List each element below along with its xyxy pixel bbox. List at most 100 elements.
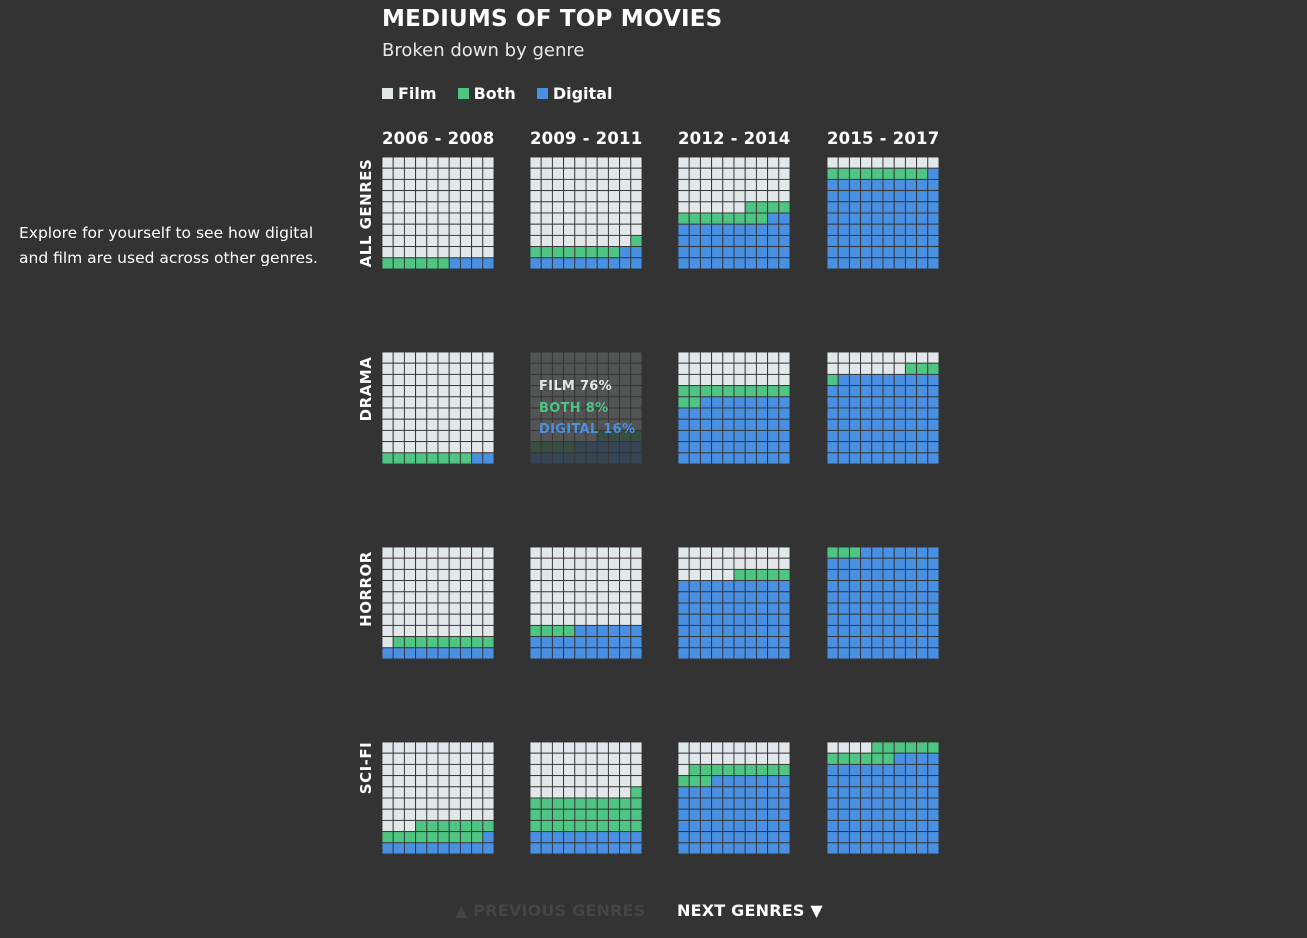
- waffle-cell-film: [619, 763, 632, 777]
- waffle-drama-2006-2008[interactable]: [382, 352, 494, 464]
- waffle-cell-film: [471, 547, 484, 559]
- waffle-cell-film: [563, 786, 576, 799]
- waffle-all-genres-2015-2017[interactable]: [827, 157, 939, 269]
- waffle-cell-film: [382, 547, 394, 559]
- waffle-cell-film: [437, 786, 450, 799]
- waffle-cell-film: [778, 742, 790, 754]
- waffle-cell-film: [711, 742, 724, 754]
- waffle-cell-both: [744, 201, 757, 214]
- waffle-cell-film: [482, 752, 494, 765]
- waffle-cell-digital: [882, 257, 895, 269]
- waffle-cell-film: [678, 373, 690, 387]
- waffle-cell-digital: [882, 547, 895, 559]
- waffle-cell-film: [392, 591, 405, 604]
- waffle-cell-film: [403, 775, 417, 788]
- waffle-cell-film: [699, 373, 713, 387]
- waffle-all-genres-2009-2011[interactable]: [530, 157, 642, 269]
- waffle-sci-fi-2015-2017[interactable]: [827, 742, 939, 854]
- waffle-cell-both: [530, 246, 542, 259]
- waffle-cell-digital: [733, 602, 746, 615]
- waffle-cell-digital: [860, 786, 873, 799]
- waffle-cell-film: [563, 190, 576, 203]
- hover-tooltip: FILM 76% BOTH 8% DIGITAL 16%: [530, 352, 642, 464]
- waffle-cell-film: [688, 557, 701, 570]
- waffle-cell-digital: [848, 223, 862, 236]
- waffle-cell-film: [619, 602, 632, 615]
- waffle-cell-digital: [827, 201, 839, 214]
- waffle-cell-digital: [904, 547, 918, 559]
- waffle-cell-digital: [837, 602, 850, 615]
- waffle-drama-2015-2017[interactable]: [827, 352, 939, 464]
- waffle-sci-fi-2009-2011[interactable]: [530, 742, 642, 854]
- waffle-cell-digital: [733, 441, 746, 454]
- waffle-cell-film: [755, 178, 769, 192]
- waffle-sci-fi-2012-2014[interactable]: [678, 742, 790, 854]
- waffle-cell-digital: [893, 234, 906, 248]
- waffle-cell-digital: [837, 452, 850, 464]
- previous-genres-button[interactable]: ▲ PREVIOUS GENRES: [455, 901, 646, 920]
- waffle-cell-both: [437, 636, 450, 649]
- waffle-cell-both: [437, 831, 450, 844]
- waffle-cell-film: [619, 167, 632, 180]
- waffle-cell-film: [540, 547, 553, 559]
- waffle-cell-digital: [882, 234, 895, 248]
- waffle-horror-2012-2014[interactable]: [678, 547, 790, 659]
- waffle-cell-film: [699, 557, 713, 570]
- waffle-cell-digital: [882, 636, 895, 649]
- waffle-cell-digital: [916, 752, 929, 765]
- waffle-cell-film: [426, 234, 439, 248]
- waffle-cell-film: [448, 624, 461, 638]
- waffle-cell-film: [482, 547, 494, 559]
- waffle-cell-film: [755, 190, 769, 203]
- waffle-cell-both: [607, 808, 621, 821]
- waffle-cell-film: [551, 591, 565, 604]
- waffle-cell-digital: [871, 547, 884, 559]
- waffle-horror-2006-2008[interactable]: [382, 547, 494, 659]
- waffle-cell-both: [574, 819, 587, 833]
- waffle-cell-digital: [448, 257, 461, 269]
- waffle-cell-both: [904, 362, 918, 375]
- waffle-cell-digital: [699, 407, 713, 420]
- waffle-cell-film: [437, 441, 450, 454]
- waffle-cell-both: [630, 808, 642, 821]
- waffle-cell-film: [426, 624, 439, 638]
- waffle-cell-both: [426, 257, 439, 269]
- waffle-cell-digital: [893, 580, 906, 593]
- waffle-cell-digital: [916, 808, 929, 821]
- waffle-cell-film: [688, 547, 701, 559]
- waffle-cell-film: [607, 602, 621, 615]
- waffle-cell-digital: [744, 396, 757, 409]
- next-genres-button[interactable]: NEXT GENRES ▼: [677, 901, 823, 920]
- waffle-drama-2012-2014[interactable]: [678, 352, 790, 464]
- waffle-cell-film: [448, 568, 461, 582]
- waffle-cell-digital: [827, 775, 839, 788]
- waffle-cell-film: [722, 362, 735, 375]
- waffle-cell-digital: [916, 212, 929, 225]
- waffle-cell-film: [437, 742, 450, 754]
- waffle-cell-film: [426, 362, 439, 375]
- waffle-cell-both: [827, 752, 839, 765]
- waffle-cell-both: [827, 167, 839, 180]
- waffle-cell-film: [596, 591, 609, 604]
- waffle-all-genres-2006-2008[interactable]: [382, 157, 494, 269]
- waffle-cell-film: [426, 752, 439, 765]
- waffle-cell-both: [382, 257, 394, 269]
- waffle-sci-fi-2006-2008[interactable]: [382, 742, 494, 854]
- waffle-cell-digital: [916, 624, 929, 638]
- waffle-cell-digital: [755, 842, 769, 854]
- waffle-cell-digital: [927, 797, 939, 810]
- waffle-cell-digital: [827, 223, 839, 236]
- waffle-all-genres-2012-2014[interactable]: [678, 157, 790, 269]
- waffle-cell-digital: [827, 763, 839, 777]
- waffle-cell-both: [871, 742, 884, 754]
- waffle-cell-digital: [904, 613, 918, 626]
- waffle-cell-digital: [678, 407, 690, 420]
- waffle-cell-digital: [744, 429, 757, 443]
- waffle-cell-film: [437, 385, 450, 398]
- waffle-horror-2009-2011[interactable]: [530, 547, 642, 659]
- waffle-cell-both: [403, 636, 417, 649]
- waffle-cell-both: [711, 212, 724, 225]
- waffle-cell-film: [607, 157, 621, 169]
- waffle-horror-2015-2017[interactable]: [827, 547, 939, 659]
- waffle-cell-both: [574, 246, 587, 259]
